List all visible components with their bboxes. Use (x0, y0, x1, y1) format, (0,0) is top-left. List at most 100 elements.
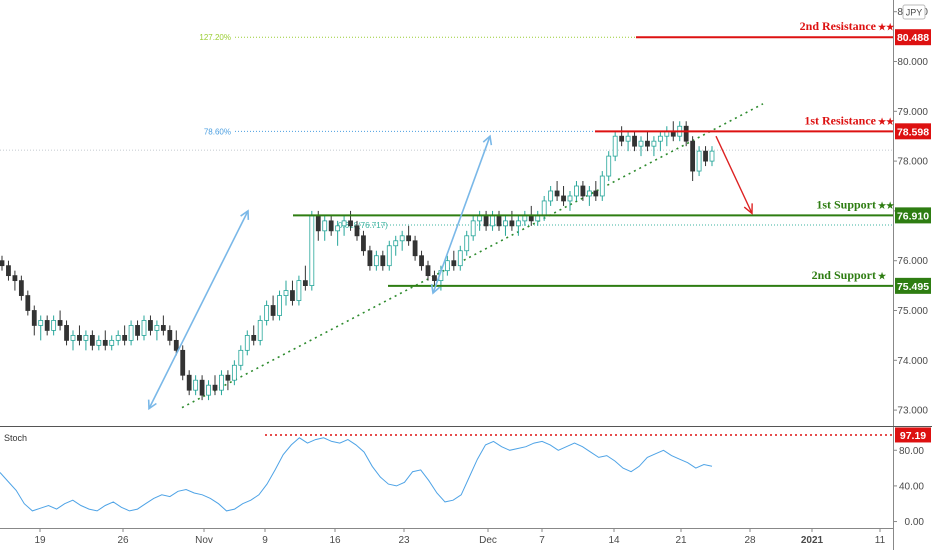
candle-body (238, 349, 244, 366)
stoch-tag-text: 97.19 (900, 430, 926, 442)
candle (341, 215, 347, 236)
candle-body (341, 220, 347, 227)
level-stars: ★★ (878, 116, 895, 126)
candle-body (548, 190, 554, 202)
candle-body (399, 235, 405, 242)
candle-body (386, 245, 392, 267)
candle (231, 360, 237, 386)
candle (193, 375, 199, 396)
candle-body (141, 320, 147, 336)
candle (199, 375, 205, 401)
candle (160, 315, 166, 336)
candle (154, 320, 160, 341)
candle (419, 250, 424, 271)
candle (44, 315, 50, 336)
candle (322, 215, 328, 241)
candle (470, 215, 476, 241)
level-price-tag-text: 75.495 (897, 281, 929, 293)
time-tick-label: 28 (744, 535, 756, 546)
candle (18, 275, 24, 301)
candle-body (425, 265, 431, 277)
candle (380, 250, 386, 271)
candle-body (251, 334, 257, 341)
candle (432, 270, 437, 286)
stoch-line (0, 437, 713, 512)
arrow-head (240, 209, 250, 220)
candle (12, 270, 18, 291)
candle-body (290, 290, 295, 301)
candle-body (302, 280, 308, 286)
candle (503, 215, 508, 236)
candle (257, 315, 263, 346)
time-tick-label: Dec (479, 535, 497, 546)
candle (180, 345, 186, 381)
candle-body (503, 220, 508, 227)
candle-body (380, 255, 386, 267)
candle-body (64, 325, 69, 341)
candle-body (541, 200, 547, 217)
price-tick-label: 76.000 (897, 256, 928, 267)
candle-body (574, 185, 579, 197)
level-label: 2nd Resistance (800, 19, 877, 33)
candlesticks (0, 121, 715, 401)
candle-body (683, 125, 689, 142)
candle (335, 220, 341, 246)
projection-arrow (430, 134, 493, 295)
candle (612, 131, 618, 162)
time-tick-label: 19 (34, 535, 46, 546)
candle (109, 335, 115, 351)
candle-body (180, 349, 186, 376)
arrow-head (482, 134, 493, 146)
candle (264, 300, 270, 326)
candle (386, 240, 392, 271)
candle-body (561, 195, 566, 202)
stoch-title: Stoch (4, 433, 27, 443)
candle-body (0, 260, 5, 267)
arrow-shaft (148, 210, 249, 409)
candle-body (464, 235, 470, 252)
candle-body (612, 135, 618, 157)
candle (574, 181, 579, 201)
fib-level-label: 127.20% (199, 33, 231, 42)
candle-body (225, 374, 231, 381)
candle-body (638, 140, 644, 147)
candle-body (135, 325, 140, 336)
time-tick-label: 7 (539, 535, 545, 546)
price-tick-label: 74.000 (897, 356, 928, 367)
level-stars: ★★ (878, 22, 895, 32)
candle (619, 126, 625, 147)
candle-body (128, 325, 134, 341)
candle (38, 315, 44, 341)
candle (115, 330, 121, 346)
candle-body (6, 265, 11, 277)
candle-body (315, 215, 321, 232)
candle (554, 181, 560, 201)
time-tick-label: 2021 (801, 535, 824, 546)
candle-body (419, 255, 424, 267)
currency-badge[interactable]: JPY (902, 4, 926, 20)
fib-level-label: 78.60% (204, 127, 231, 136)
candle-body (457, 250, 463, 267)
level-stars: ★★ (878, 200, 895, 210)
candle-body (270, 305, 276, 316)
candle (0, 255, 5, 271)
candle-body (160, 325, 166, 331)
candle (696, 146, 702, 177)
candle-body (154, 325, 160, 331)
candle (270, 295, 276, 321)
candle (186, 370, 192, 396)
candle-body (12, 275, 18, 282)
candle-body (25, 295, 31, 311)
price-tick-label: 78.000 (897, 157, 928, 168)
candle-body (606, 155, 612, 177)
candle (509, 210, 515, 231)
time-tick-label: 11 (875, 535, 886, 546)
candle (25, 290, 31, 316)
candle (348, 210, 353, 231)
level-2: 1st Resistance ★★78.598 (595, 113, 931, 140)
candle-body (619, 135, 625, 142)
candle-body (554, 190, 560, 197)
candle-body (83, 334, 89, 341)
level-4: 2nd Support ★ 75.495 (388, 268, 931, 294)
